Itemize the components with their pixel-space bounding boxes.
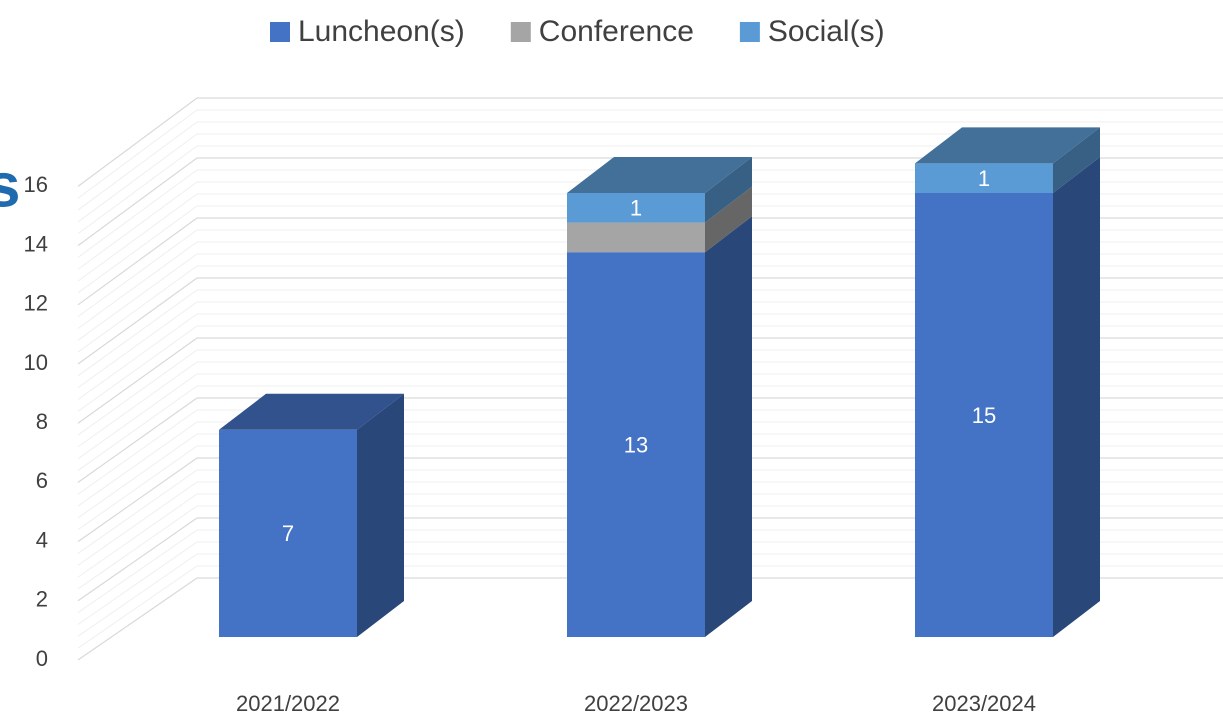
minor-grid-line: [77, 541, 198, 625]
y-tick-label: 10: [24, 350, 48, 375]
minor-grid-line: [77, 469, 198, 554]
bar-segment: [567, 252, 705, 637]
data-label: 7: [282, 521, 294, 546]
grid-line: [77, 277, 198, 365]
minor-grid-line: [77, 241, 198, 329]
y-tick-label: 2: [36, 587, 48, 612]
data-label: 13: [624, 432, 648, 457]
minor-grid-line: [77, 145, 198, 235]
grid-line: [77, 397, 198, 483]
minor-grid-line: [77, 229, 198, 318]
minor-grid-line: [77, 493, 198, 578]
data-label: 1: [630, 196, 642, 221]
bar-top: [567, 157, 752, 193]
minor-grid-line: [77, 205, 198, 294]
y-tick-label: 6: [36, 468, 48, 493]
legend-label: Conference: [539, 15, 694, 48]
y-tick-label: 8: [36, 409, 48, 434]
bar-side: [705, 157, 752, 223]
y-tick-label: 0: [36, 646, 48, 671]
bar-segment: [915, 163, 1053, 193]
bar-side: [705, 216, 752, 637]
bar-side: [1053, 157, 1100, 637]
grid-line: [77, 577, 198, 661]
bar-side: [357, 393, 404, 637]
bar-top: [915, 127, 1100, 164]
bar-segment: [567, 222, 705, 253]
bar-side: [705, 186, 752, 253]
minor-grid-line: [77, 253, 198, 341]
minor-grid-line: [77, 193, 198, 282]
y-tick-label: 12: [24, 291, 48, 316]
minor-grid-line: [77, 289, 198, 377]
minor-grid-line: [77, 169, 198, 258]
y-tick-label: 16: [24, 172, 48, 197]
minor-grid-line: [77, 445, 198, 531]
minor-grid-line: [77, 109, 198, 199]
grid-line: [77, 157, 198, 247]
minor-grid-line: [77, 181, 198, 270]
minor-grid-line: [77, 361, 198, 448]
bar-segment: [219, 429, 357, 637]
minor-grid-line: [77, 385, 198, 471]
legend-swatch: [510, 22, 531, 42]
grid-line: [77, 337, 198, 424]
data-label: 1: [978, 166, 990, 191]
grid-line: [77, 217, 198, 306]
minor-grid-line: [77, 421, 198, 507]
grid-line: [77, 457, 198, 543]
bar-side: [1053, 127, 1100, 193]
minor-grid-line: [77, 121, 198, 211]
minor-grid-line: [77, 373, 198, 460]
minor-grid-line: [77, 553, 198, 637]
minor-grid-line: [77, 505, 198, 590]
y-tick-label: 14: [24, 231, 48, 256]
legend-label: Luncheon(s): [298, 15, 465, 48]
minor-grid-line: [77, 325, 198, 412]
minor-grid-line: [77, 313, 198, 400]
grid-line: [77, 97, 198, 187]
x-tick-label: 2023/2024: [932, 691, 1036, 716]
minor-grid-line: [77, 433, 198, 519]
legend-swatch: [270, 22, 290, 42]
x-tick-label: 2021/2022: [236, 691, 340, 716]
legend-swatch: [739, 22, 760, 42]
minor-grid-line: [77, 349, 198, 436]
x-tick-label: 2022/2023: [584, 691, 688, 716]
minor-grid-line: [77, 265, 198, 353]
bar-segment: [567, 193, 705, 223]
minor-grid-line: [77, 301, 198, 389]
minor-grid-line: [77, 409, 198, 495]
chart-title: s: [0, 151, 20, 220]
minor-grid-line: [77, 565, 198, 649]
minor-grid-line: [77, 133, 198, 223]
bar-top: [219, 393, 404, 430]
y-tick-label: 4: [36, 527, 48, 552]
data-label: 15: [972, 403, 996, 428]
grid-line: [77, 517, 198, 602]
minor-grid-line: [77, 529, 198, 614]
minor-grid-line: [77, 481, 198, 566]
bar-segment: [915, 193, 1053, 637]
legend-label: Social(s): [768, 15, 885, 48]
